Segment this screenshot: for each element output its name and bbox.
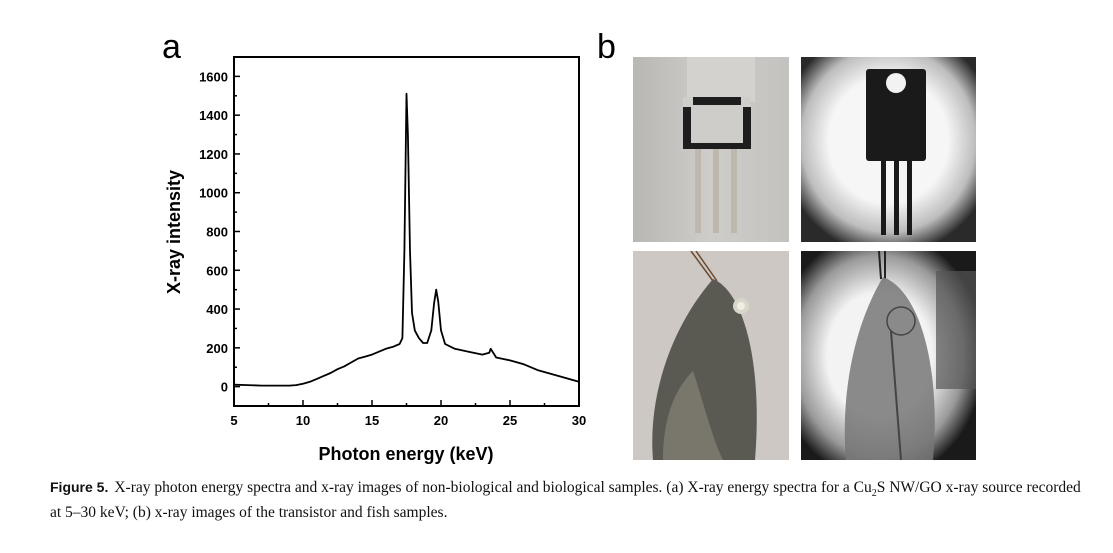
x-tick-label: 20 (434, 413, 448, 428)
y-tick-label: 1600 (199, 69, 228, 84)
x-tick-label: 25 (503, 413, 517, 428)
y-tick-label: 400 (206, 302, 228, 317)
panel-b-label: b (597, 28, 616, 66)
y-tick-label: 1200 (199, 147, 228, 162)
x-tick-label: 30 (572, 413, 586, 428)
caption-subscript: 2 (871, 488, 877, 500)
x-axis-label: Photon energy (keV) (318, 444, 493, 464)
x-tick-label: 15 (365, 413, 379, 428)
figure-caption: Figure 5. X-ray photon energy spectra and… (50, 478, 1090, 522)
caption-text-2: S NW/GO x-ray source recorded at 5–30 ke… (50, 479, 1081, 522)
y-axis-label: X-ray intensity (164, 170, 184, 294)
fish-photo (633, 251, 789, 460)
fish-xray (801, 251, 976, 460)
y-tick-label: 0 (221, 380, 228, 395)
x-tick-label: 10 (296, 413, 310, 428)
panel-a-label: a (162, 28, 181, 66)
y-tick-label: 800 (206, 225, 228, 240)
caption-text-1: X-ray photon energy spectra and x-ray im… (114, 479, 872, 496)
y-tick-label: 600 (206, 263, 228, 278)
y-tick-label: 200 (206, 341, 228, 356)
spectrum-chart: 5 10 15 20 25 30 0 200 400 600 800 1000 1200 1400 1600… (164, 56, 586, 464)
transistor-xray (801, 57, 976, 242)
caption-label: Figure 5. (50, 479, 109, 495)
transistor-photo (633, 57, 789, 242)
x-tick-label: 5 (230, 413, 237, 428)
spectrum-line (233, 92, 580, 387)
y-tick-label: 1400 (199, 108, 228, 123)
y-tick-label: 1000 (199, 186, 228, 201)
